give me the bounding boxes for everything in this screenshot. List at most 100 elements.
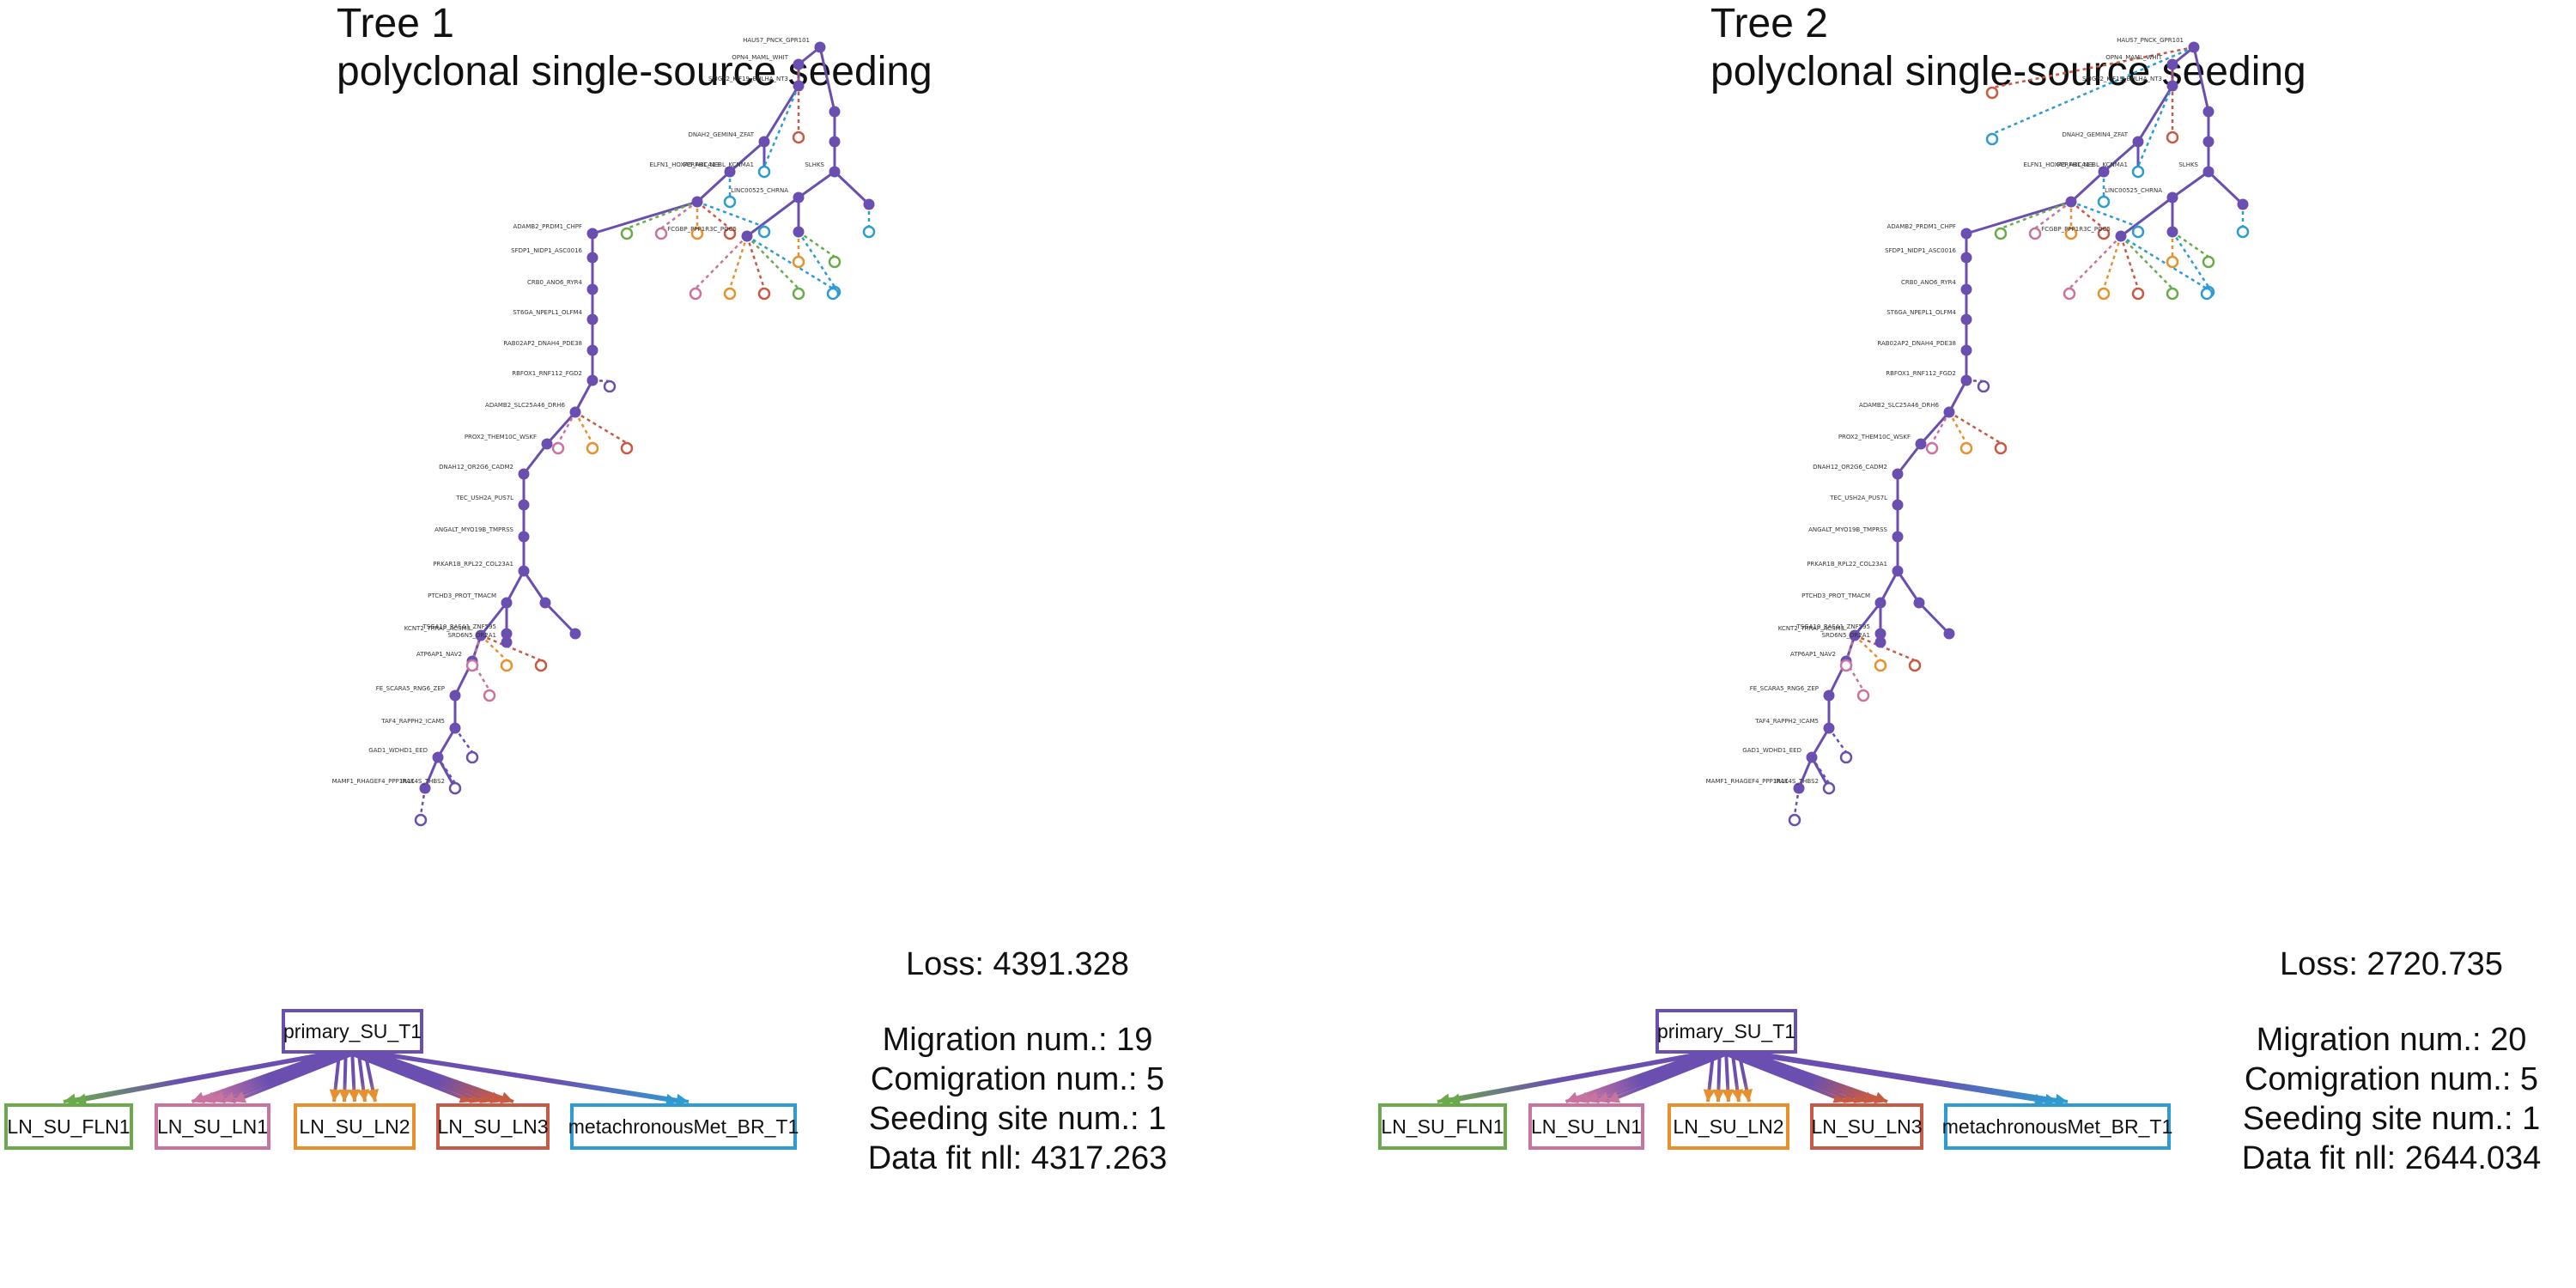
clone-node — [724, 166, 736, 178]
migration-edge — [2172, 230, 2209, 258]
observed-clone-node — [2131, 165, 2145, 179]
clone-node — [569, 628, 581, 640]
data-fit-nll-text: Data fit nll: 4317.263 — [867, 1140, 1168, 1176]
migration-edge — [1844, 660, 1865, 691]
tree-edge — [2069, 170, 2105, 204]
tree-edge — [1917, 601, 1951, 635]
observed-clone-node — [620, 441, 634, 455]
clone-node — [539, 597, 551, 609]
tree-edge — [746, 196, 799, 238]
migration-edge — [2119, 235, 2140, 289]
migration-graph-edge — [73, 1048, 355, 1103]
tree-edge — [1879, 570, 1899, 604]
tree-edge — [2136, 85, 2174, 143]
clone-node-label: IRAK4S_THBS2 — [1774, 778, 1819, 785]
observed-clone-node — [1822, 781, 1836, 795]
clone-node-label: DNAH2_GEMIN4_ZFAT — [689, 131, 755, 138]
observed-clone-node — [723, 195, 737, 209]
observed-clone-node — [465, 659, 479, 672]
clone-node-label: IRAK4S_THBS2 — [400, 778, 445, 785]
migration-edge — [574, 410, 628, 445]
migration-arrowhead — [1712, 1089, 1725, 1102]
observed-clone-node — [465, 750, 479, 764]
migration-graph-edge — [191, 1048, 341, 1103]
clone-node — [1874, 628, 1886, 640]
clone-node — [1892, 565, 1904, 577]
tree-edge — [833, 170, 871, 206]
clone-node — [1960, 374, 1972, 386]
clone-node-label: MAMF1_RHAGEF4_PPP1R11 — [332, 778, 415, 785]
tree-edge — [2207, 170, 2245, 206]
clone-node-label: ANGALT_MYO19B_TMPRSS — [434, 526, 513, 533]
migration-arrowhead — [367, 1088, 380, 1102]
site-box-target: LN_SU_LN2 — [294, 1103, 416, 1150]
clone-node — [501, 636, 513, 648]
migration-edge — [1947, 411, 1968, 444]
observed-clone-node — [1959, 441, 1973, 455]
loss-text: Loss: 2720.735 — [2280, 946, 2503, 982]
clone-node-label: HAUS7_PNCK_GPR101 — [2117, 37, 2184, 44]
clone-node — [541, 438, 553, 450]
migration-arrowhead — [64, 1093, 77, 1106]
observed-clone-node — [2063, 287, 2076, 301]
clone-node-label: DNAH2_GEMIN4_ZFAT — [2063, 131, 2129, 138]
tree-edge — [1810, 727, 1831, 758]
migration-graph-edge — [232, 1048, 366, 1103]
clone-node-label: PROX2_THEM10C_WSKF — [465, 434, 537, 440]
tree-edge — [1965, 200, 2072, 235]
migration-graph-edge — [1719, 1048, 1857, 1103]
observed-clone-node — [1839, 750, 1853, 764]
migration-num-text: Migration num.: 20 — [2256, 1022, 2527, 1058]
clone-node-label: TSGA10_RASA1_ZNF595 — [422, 623, 496, 630]
tree-edge — [505, 570, 526, 604]
migration-graph-edge — [357, 1048, 504, 1103]
observed-clone-node — [792, 255, 805, 269]
observed-clone-node — [2097, 227, 2111, 240]
observed-clone-node — [2200, 287, 2214, 301]
seeding-site-num-text: Seeding site num.: 1 — [868, 1101, 1167, 1137]
clone-node — [569, 406, 581, 418]
clone-node — [449, 722, 461, 734]
observed-clone-node — [689, 287, 702, 301]
clone-node — [793, 191, 805, 204]
clone-node-label: ELFN1_HOXA5_ABCA13 — [650, 161, 720, 168]
metrics-block: Loss: 2720.735 Migration num.: 20 Comigr… — [2198, 945, 2576, 1178]
observed-clone-node — [483, 689, 496, 702]
clone-node-label: SLHKS — [2178, 161, 2198, 168]
migration-arrowhead — [1722, 1089, 1735, 1102]
migration-edge — [2070, 200, 2139, 228]
observed-clone-node — [1985, 86, 1999, 100]
clone-node — [586, 228, 598, 240]
comigration-num-text: Comigration num.: 5 — [870, 1061, 1165, 1097]
migration-arrowhead — [676, 1093, 689, 1106]
migration-edge — [626, 200, 698, 230]
observed-clone-node — [448, 781, 462, 795]
clone-node — [793, 226, 805, 238]
tree-edge — [729, 140, 765, 173]
clone-node-label: SFDP1_NIDP1_ASC0016 — [1885, 247, 1956, 254]
clone-node — [2166, 58, 2178, 70]
migration-edge — [762, 85, 800, 167]
clone-node — [419, 782, 431, 794]
migration-edge — [746, 235, 799, 289]
tree-edge — [1947, 380, 1968, 413]
observed-clone-node — [2166, 131, 2179, 144]
clone-node-label: CRB0_ANO6_RYR4 — [527, 279, 583, 286]
migration-edge — [2069, 235, 2122, 289]
clone-node — [2098, 166, 2110, 178]
migration-arrowhead — [1448, 1093, 1461, 1106]
migration-edge — [2070, 201, 2105, 229]
observed-clone-node — [2131, 225, 2145, 239]
clone-node-label: STIGP2_KIF19_BHLHA_NT3 — [2082, 76, 2162, 82]
clone-node — [518, 565, 530, 577]
observed-clone-node — [792, 287, 805, 301]
migration-edge — [1810, 756, 1831, 784]
migration-arrowhead — [357, 1089, 370, 1102]
clone-node — [1892, 468, 1904, 480]
migration-edge — [1948, 410, 2002, 445]
clone-node-label: GAD1_WDHD1_EED — [368, 747, 428, 754]
observed-clone-node — [534, 659, 548, 672]
tree-edge — [545, 411, 577, 445]
clone-node — [586, 283, 598, 295]
clone-node-label: OPN4_MAML_WHIT — [2105, 54, 2162, 61]
